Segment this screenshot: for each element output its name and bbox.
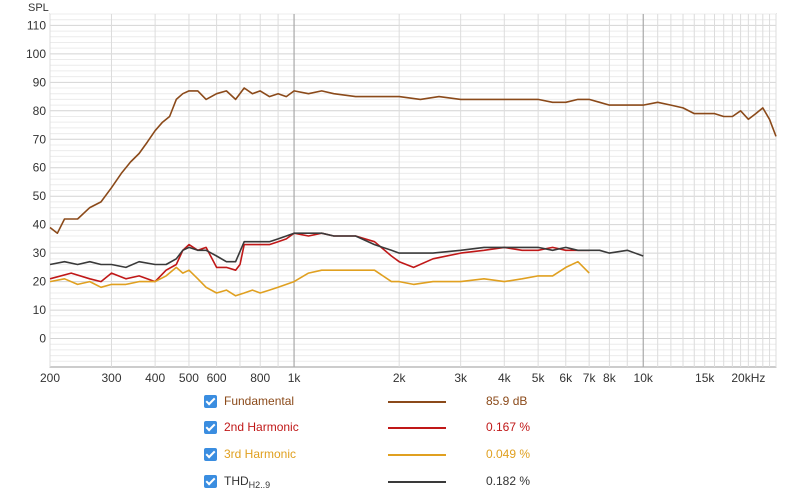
x-tick-label: 10k [634,371,654,385]
y-tick-label: 50 [33,189,47,203]
legend-swatch [388,481,446,483]
x-tick-label: 300 [101,371,121,385]
fundamental-checkbox[interactable] [204,395,217,408]
y-tick-label: 0 [39,332,46,346]
x-tick-label: 8k [603,371,617,385]
legend-swatch [388,454,446,456]
x-tick-label: 200 [40,371,60,385]
x-tick-label: 500 [179,371,199,385]
legend-value: 85.9 dB [486,394,528,408]
2nd-harmonic-checkbox[interactable] [204,421,217,434]
series-line-3rd-harmonic [49,260,590,297]
x-tick-label: 15k [695,371,715,385]
legend-label: Fundamental [224,394,295,408]
y-tick-label: 90 [33,75,47,89]
series-line-fundamental [49,87,777,234]
y-tick-label: 30 [33,246,47,260]
x-tick-label: 800 [250,371,270,385]
legend-2nd-harmonic: 2nd Harmonic 0.167 % [204,418,624,438]
x-tick-label: 2k [393,371,407,385]
y-tick-label: 20 [33,275,47,289]
thd-checkbox[interactable] [204,475,217,488]
x-tick-label: 600 [207,371,227,385]
legend-label: 3rd Harmonic [224,447,297,461]
x-tick-label: 3k [454,371,468,385]
x-tick-label: 7k [583,371,597,385]
legend-label: THDH2..9 [224,474,271,490]
x-tick-label: 5k [532,371,546,385]
legend-swatch [388,427,446,429]
legend-value: 0.182 % [486,474,531,488]
x-tick-label: 20kHz [731,371,765,385]
y-tick-label: 70 [33,132,47,146]
y-tick-label: 110 [27,18,46,32]
legend-label: 2nd Harmonic [224,420,299,434]
legend-3rd-harmonic: 3rd Harmonic 0.049 % [204,445,624,465]
series-line-thd [49,232,644,269]
x-tick-label: 400 [145,371,165,385]
legend-swatch [388,401,446,403]
y-tick-label: 10 [33,303,47,317]
y-tick-label: 100 [26,47,46,61]
x-tick-label: 4k [498,371,512,385]
y-axis-label: SPL [28,2,49,14]
x-tick-label: 1k [288,371,302,385]
3rd-harmonic-checkbox[interactable] [204,448,217,461]
legend-value: 0.167 % [486,420,531,434]
y-tick-label: 40 [33,218,47,232]
y-tick-label: 60 [33,161,47,175]
y-tick-label: 80 [33,104,47,118]
x-tick-label: 6k [559,371,573,385]
legend-fundamental: Fundamental 85.9 dB [204,392,624,412]
legend-thd: THDH2..9 0.182 % [204,472,624,492]
legend-value: 0.049 % [486,447,531,461]
